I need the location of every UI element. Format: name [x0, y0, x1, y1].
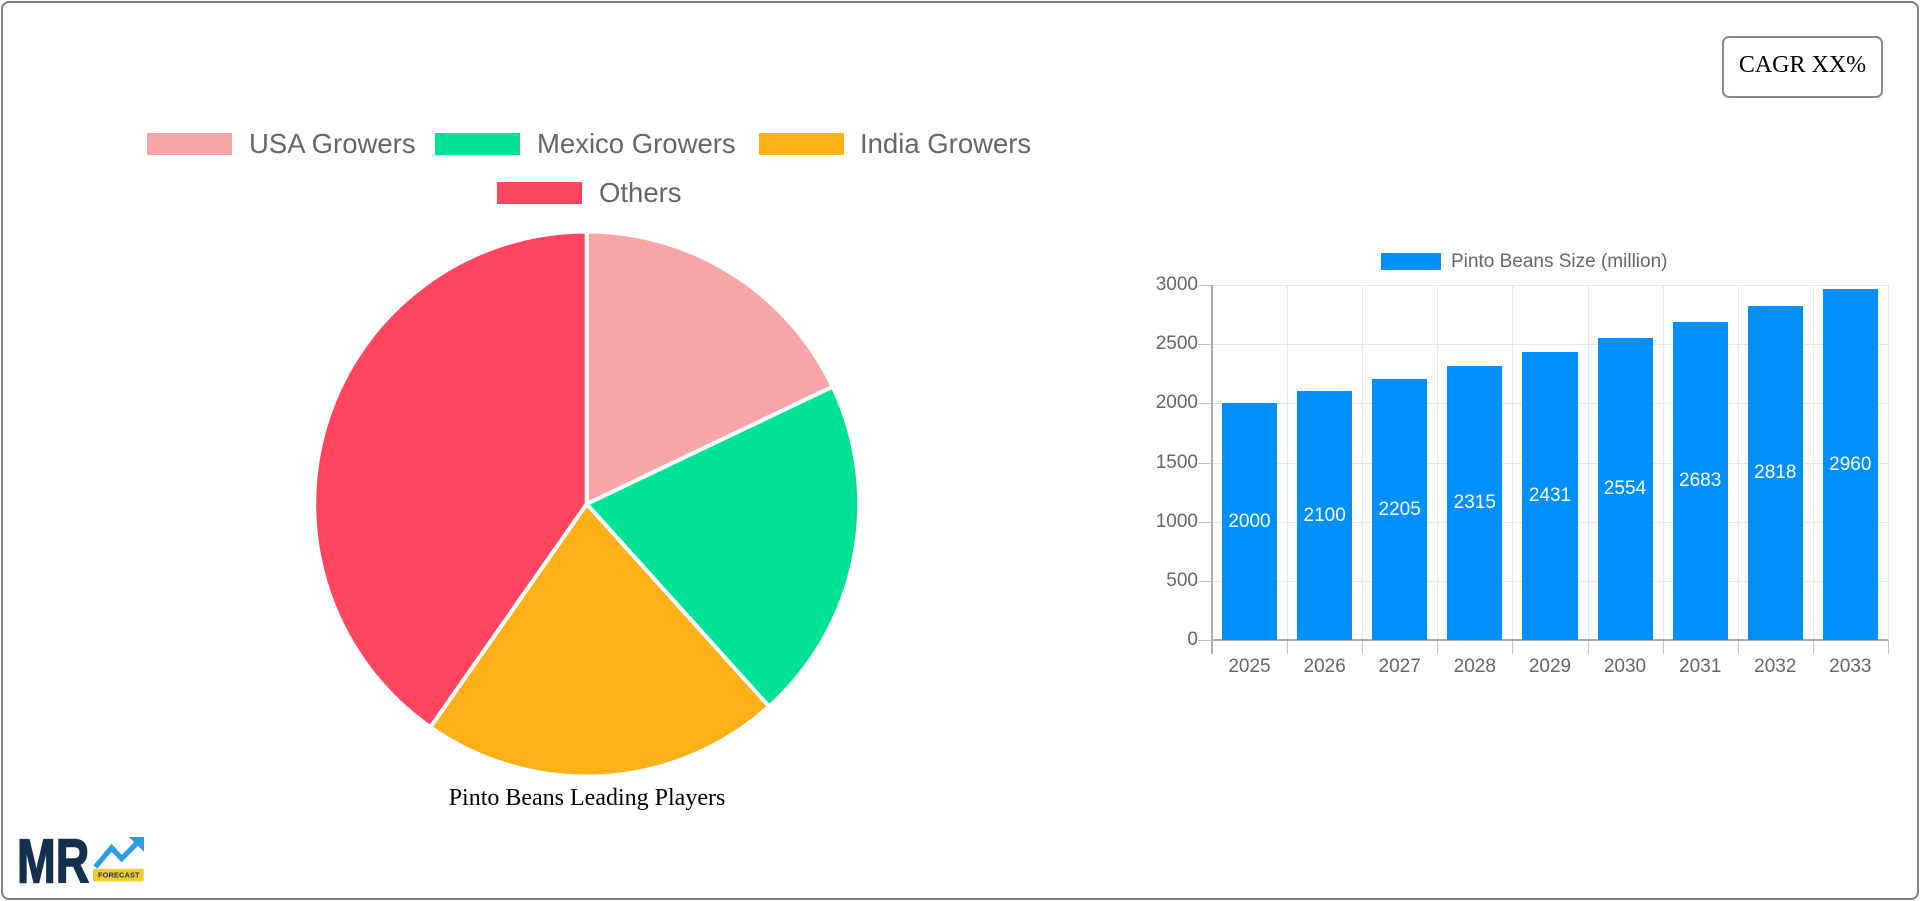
svg-text:MR: MR — [17, 826, 89, 895]
svg-text:FORECAST: FORECAST — [98, 870, 140, 879]
